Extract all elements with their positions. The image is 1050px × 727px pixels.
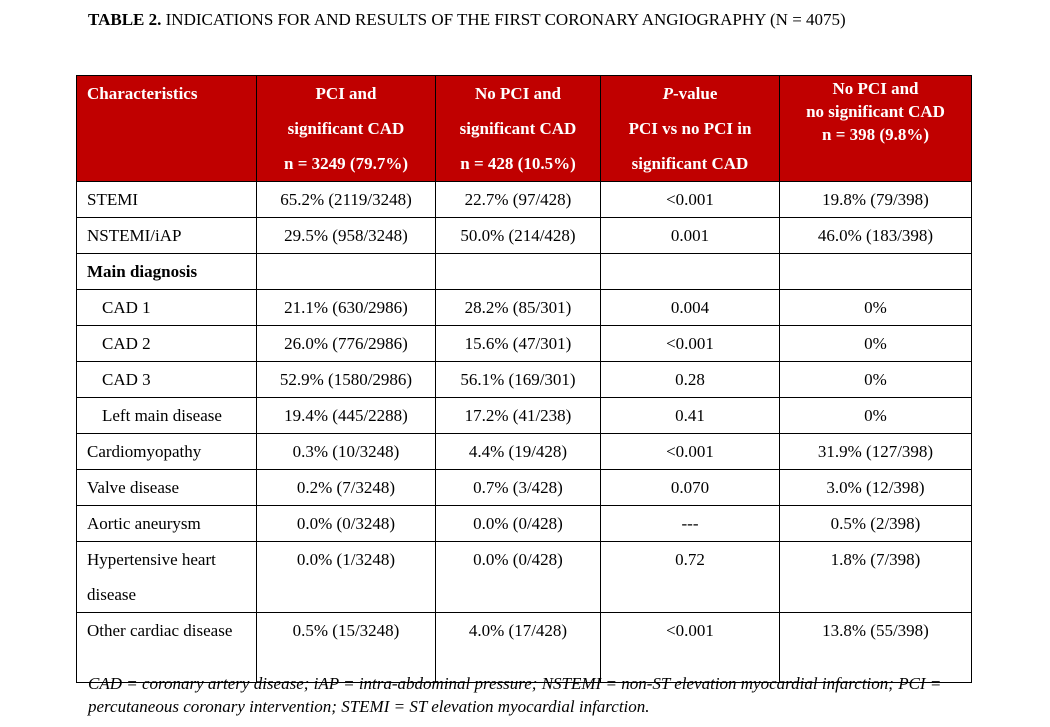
column-header-line: P-value	[611, 76, 769, 111]
table-cell: 0.004	[600, 289, 780, 326]
table-row: NSTEMI/iAP 29.5% (958/3248) 50.0% (214/428…	[76, 217, 972, 254]
table-row: Hypertensive heart disease 0.0% (1/3248) 0…	[76, 541, 972, 613]
row-label: Left main disease	[76, 397, 257, 434]
table-cell: 0.3% (10/3248)	[256, 433, 436, 470]
column-header-line: No PCI and	[832, 79, 919, 98]
table-cell: 0.41	[600, 397, 780, 434]
column-header-line: n = 428 (10.5%)	[460, 154, 576, 173]
table-row: Cardiomyopathy 0.3% (10/3248) 4.4% (19/428…	[76, 433, 972, 470]
table-cell: <0.001	[600, 325, 780, 362]
row-label: Valve disease	[76, 469, 257, 506]
table-cell: <0.001	[600, 433, 780, 470]
table-cell	[435, 253, 601, 290]
row-label: CAD 2	[76, 325, 257, 362]
table-cell: 0.2% (7/3248)	[256, 469, 436, 506]
table-cell: 4.4% (19/428)	[435, 433, 601, 470]
table-cell: 0.070	[600, 469, 780, 506]
table-cell: 26.0% (776/2986)	[256, 325, 436, 362]
table-cell: 50.0% (214/428)	[435, 217, 601, 254]
table-cell: 28.2% (85/301)	[435, 289, 601, 326]
table-cell: 0%	[779, 397, 972, 434]
table-row: CAD 3 52.9% (1580/2986) 56.1% (169/301) 0.2…	[76, 361, 972, 398]
column-header: Characteristics	[76, 75, 257, 182]
row-label: Cardiomyopathy	[76, 433, 257, 470]
column-header: PCI and significant CAD n = 3249 (79.7%)	[256, 75, 436, 182]
table-cell: 52.9% (1580/2986)	[256, 361, 436, 398]
table-cell: 0.0% (0/3248)	[256, 505, 436, 542]
table-caption: INDICATIONS FOR AND RESULTS OF THE FIRST…	[161, 10, 846, 29]
column-header-line: No PCI and	[475, 84, 561, 103]
table-row: CAD 1 21.1% (630/2986) 28.2% (85/301) 0.004…	[76, 289, 972, 326]
table-cell: 0.5% (2/398)	[779, 505, 972, 542]
row-label: Main diagnosis	[76, 253, 257, 290]
table-cell: 0.0% (1/3248)	[256, 541, 436, 613]
column-header-line: PCI vs no PCI in	[628, 119, 752, 138]
table-cell: 3.0% (12/398)	[779, 469, 972, 506]
column-header-rest: -value	[673, 84, 718, 103]
table-cell: 13.8% (55/398)	[779, 612, 972, 683]
table-cell: 0.7% (3/428)	[435, 469, 601, 506]
table-row: STEMI 65.2% (2119/3248) 22.7% (97/428) <0.0…	[76, 181, 972, 218]
table-cell: ---	[600, 505, 780, 542]
table-cell: 19.8% (79/398)	[779, 181, 972, 218]
row-label: Hypertensive heart disease	[76, 541, 257, 613]
table-cell: 56.1% (169/301)	[435, 361, 601, 398]
table-cell: 0.28	[600, 361, 780, 398]
column-header-line: significant CAD	[287, 119, 405, 138]
row-label: Aortic aneurysm	[76, 505, 257, 542]
table-cell: 15.6% (47/301)	[435, 325, 601, 362]
table-row: Other cardiac disease 0.5% (15/3248) 4.0% …	[76, 612, 972, 683]
table-cell: 1.8% (7/398)	[779, 541, 972, 613]
column-header: No PCI and no significant CAD n = 398 (9.8…	[779, 75, 972, 182]
table-cell: 21.1% (630/2986)	[256, 289, 436, 326]
row-label: NSTEMI/iAP	[76, 217, 257, 254]
column-header-line: significant CAD	[631, 154, 749, 173]
column-header-line: n = 398 (9.8%)	[822, 125, 929, 144]
table-cell: 19.4% (445/2288)	[256, 397, 436, 434]
column-header-line: n = 3249 (79.7%)	[284, 154, 408, 173]
table-row: Valve disease 0.2% (7/3248) 0.7% (3/428) 0.…	[76, 469, 972, 506]
column-header-line: significant CAD	[459, 119, 577, 138]
table-row: Left main disease 19.4% (445/2288) 17.2% (…	[76, 397, 972, 434]
row-label: STEMI	[76, 181, 257, 218]
table-row: CAD 2 26.0% (776/2986) 15.6% (47/301) <0.00…	[76, 325, 972, 362]
row-label: Other cardiac disease	[76, 612, 257, 683]
table-cell: 22.7% (97/428)	[435, 181, 601, 218]
table-cell: 0%	[779, 289, 972, 326]
column-header-italic: P	[662, 84, 673, 103]
row-label: CAD 3	[76, 361, 257, 398]
column-header: P-value PCI vs no PCI in significant CAD	[600, 75, 780, 182]
table-footnote: CAD = coronary artery disease; iAP = int…	[88, 674, 942, 716]
table-cell: 29.5% (958/3248)	[256, 217, 436, 254]
table-cell: 31.9% (127/398)	[779, 433, 972, 470]
table-row: Main diagnosis	[76, 253, 972, 290]
table-cell: 0.0% (0/428)	[435, 541, 601, 613]
table-cell: 0.001	[600, 217, 780, 254]
table-cell	[600, 253, 780, 290]
table-cell: 0.5% (15/3248)	[256, 612, 436, 683]
row-label: CAD 1	[76, 289, 257, 326]
column-header: No PCI and significant CAD n = 428 (10.5%)	[435, 75, 601, 182]
table-cell: 17.2% (41/238)	[435, 397, 601, 434]
table-cell: 46.0% (183/398)	[779, 217, 972, 254]
table-header-row: Characteristics PCI and significant CAD n =…	[76, 75, 972, 182]
column-header-line: Characteristics	[87, 84, 198, 103]
table-row: Aortic aneurysm 0.0% (0/3248) 0.0% (0/428)…	[76, 505, 972, 542]
table-cell	[256, 253, 436, 290]
table-cell: 0.72	[600, 541, 780, 613]
table-cell: 0%	[779, 325, 972, 362]
table-cell: <0.001	[600, 612, 780, 683]
table-cell: 0.0% (0/428)	[435, 505, 601, 542]
column-header-line: PCI and	[315, 84, 377, 103]
table-cell: 65.2% (2119/3248)	[256, 181, 436, 218]
column-header-line: no significant CAD	[806, 102, 945, 121]
results-table: Characteristics PCI and significant CAD n =…	[76, 75, 972, 683]
table-number: TABLE 2.	[88, 10, 162, 29]
table-cell	[779, 253, 972, 290]
table-title: TABLE 2. INDICATIONS FOR AND RESULTS OF …	[88, 8, 968, 31]
table-cell: 0%	[779, 361, 972, 398]
table-cell: <0.001	[600, 181, 780, 218]
